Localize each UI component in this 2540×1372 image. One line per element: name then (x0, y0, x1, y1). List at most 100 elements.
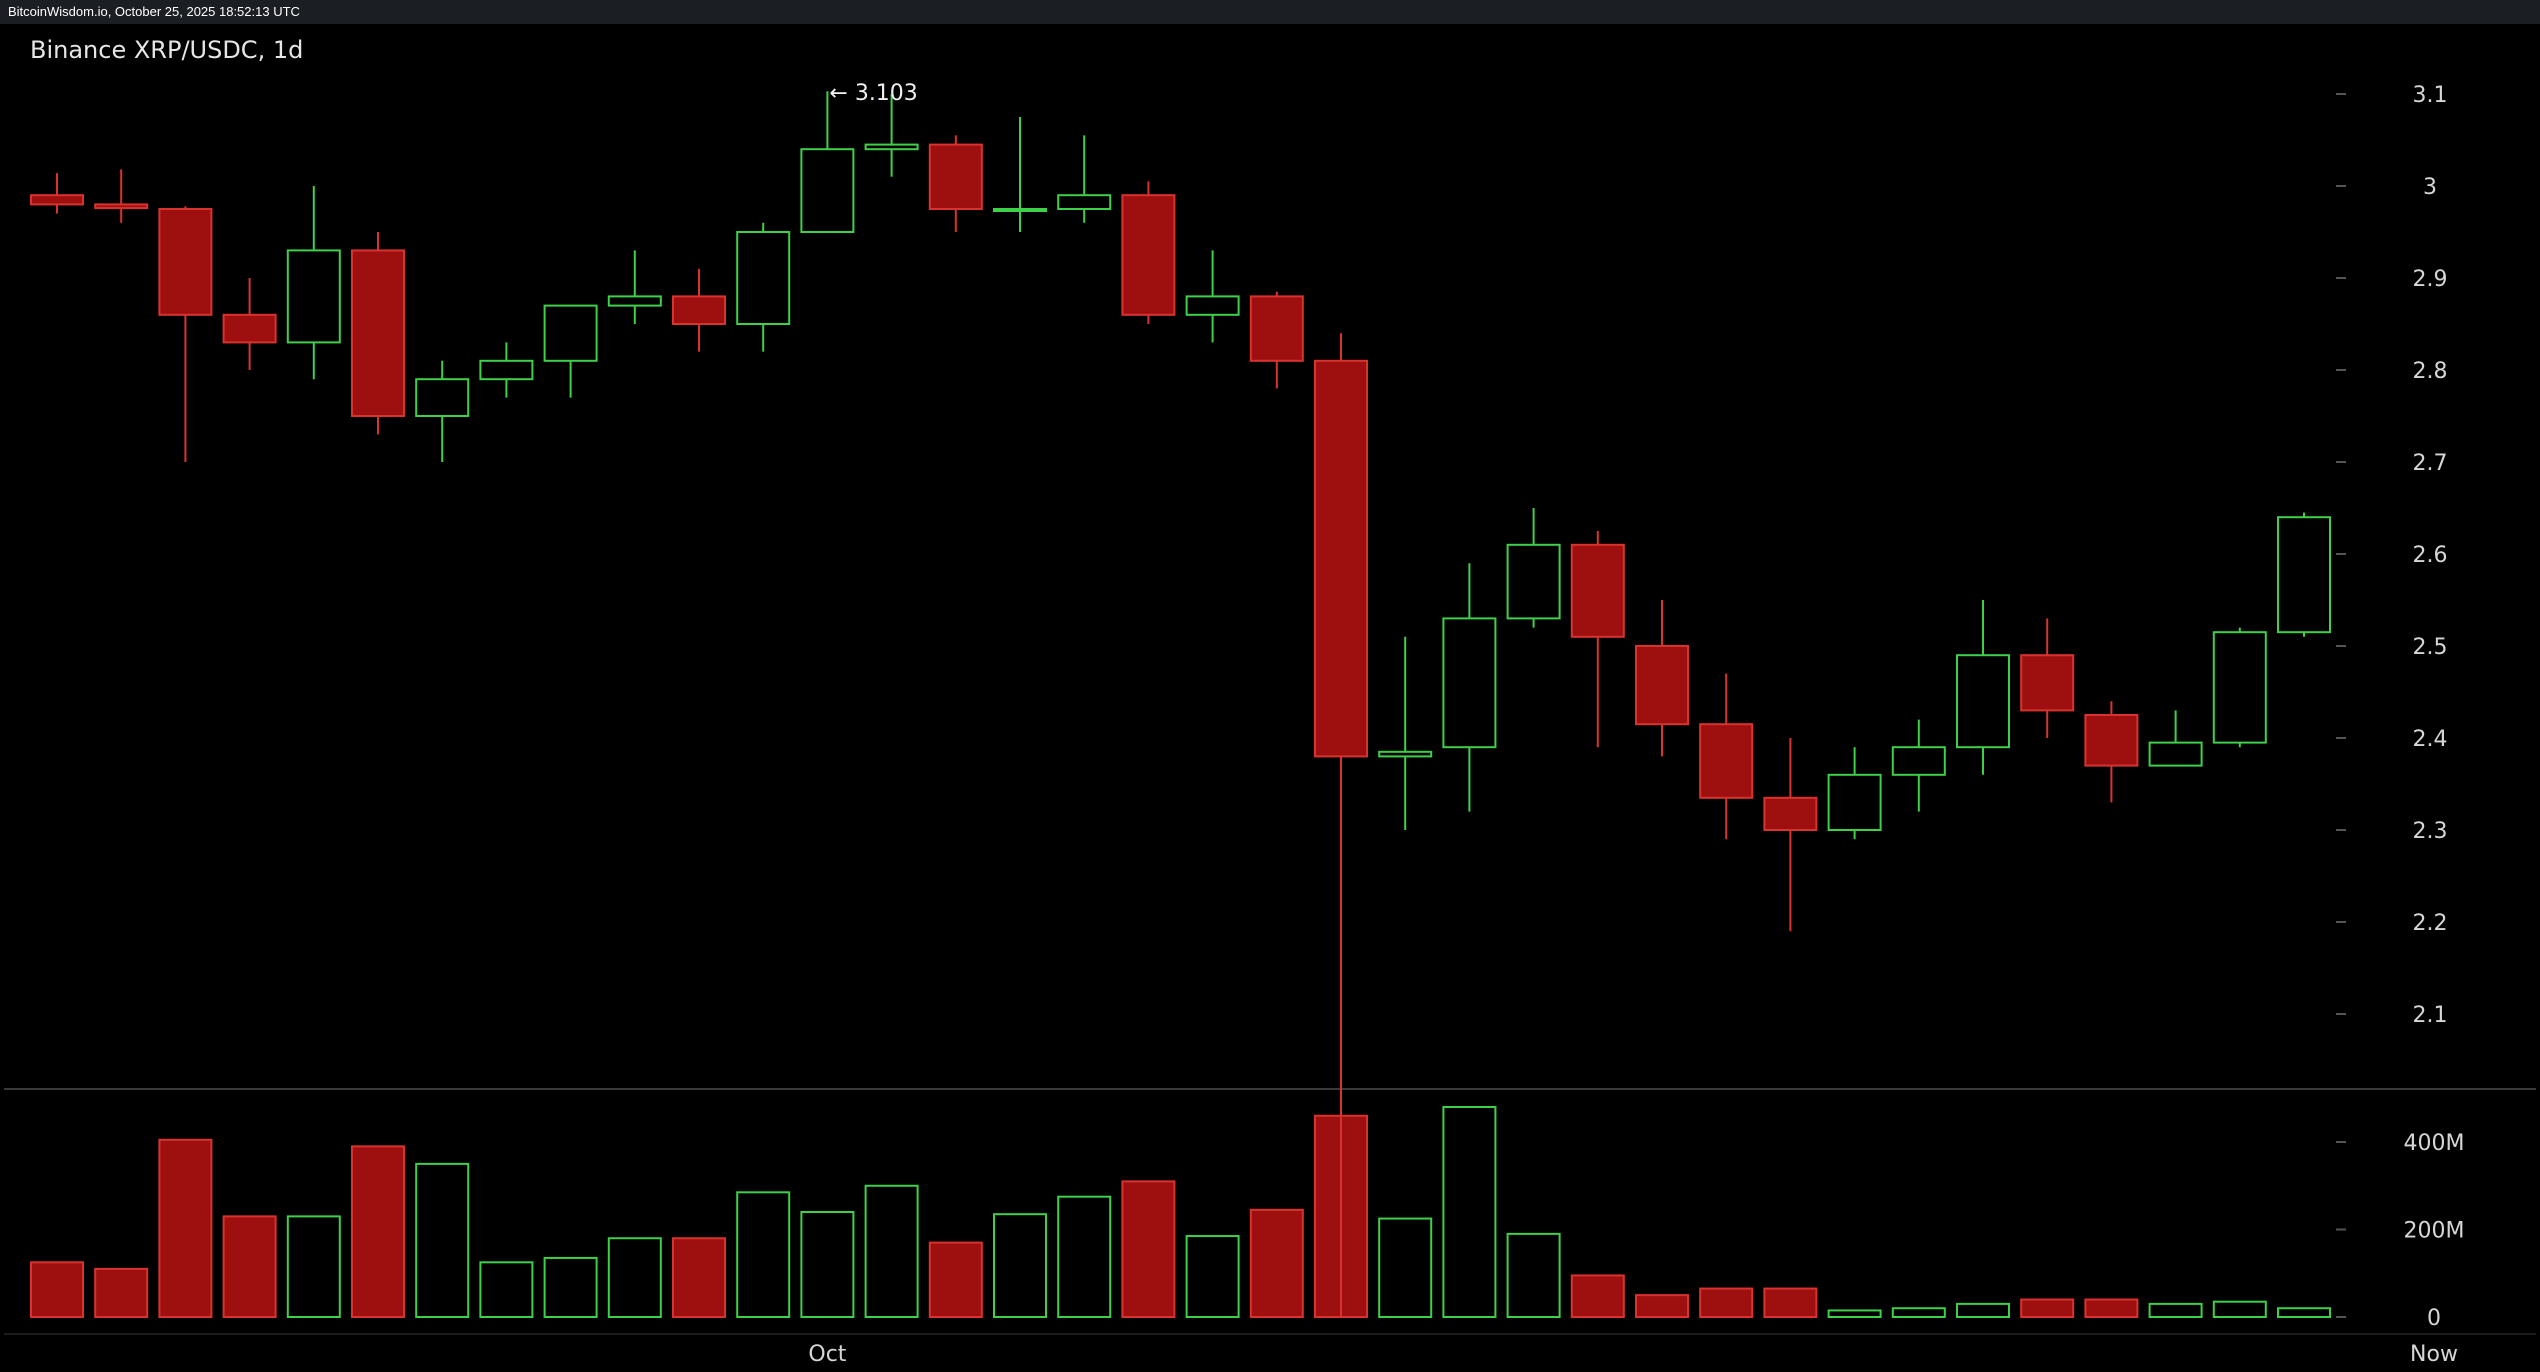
candle-body (1442, 617, 1497, 749)
candle-body (1249, 295, 1304, 362)
candle (736, 222, 791, 352)
candle-body (1185, 295, 1240, 316)
candle (286, 186, 341, 380)
candle (1506, 508, 1561, 628)
candle-body (543, 304, 598, 362)
candle-body (2277, 516, 2331, 634)
candle-body (1891, 746, 1946, 776)
price-tick-label: 2.3 (2413, 819, 2448, 844)
candle (2020, 618, 2075, 738)
candle-body (1699, 723, 1754, 799)
volume-bar (415, 1162, 470, 1318)
candle (928, 135, 983, 232)
candle (1699, 673, 1754, 840)
volume-bar (1506, 1232, 1561, 1318)
candle-body (2020, 654, 2075, 712)
candle-body (1378, 750, 1433, 758)
candle-body (158, 208, 213, 316)
price-tick-label: 2.6 (2413, 543, 2448, 568)
volume-bar (351, 1145, 405, 1318)
candle (351, 232, 405, 435)
candle-body (2212, 631, 2267, 744)
candle-body (351, 249, 405, 417)
candle (1570, 531, 1625, 748)
volume-bar (1378, 1217, 1433, 1318)
candle (479, 342, 534, 398)
volume-bar (736, 1191, 791, 1318)
chart-annotations: ← 3.103 (829, 81, 917, 106)
volume-tick-label: 200M (2404, 1219, 2465, 1244)
candle (1121, 181, 1176, 324)
candle (1314, 333, 1368, 1318)
candle-body (1635, 645, 1689, 726)
candle (1057, 135, 1112, 223)
candle (1378, 636, 1433, 830)
candle (415, 360, 470, 462)
candle-body (415, 378, 470, 418)
volume-tick-label: 400M (2404, 1131, 2465, 1156)
candle (94, 169, 149, 223)
candle (1891, 719, 1946, 812)
volume-bar (158, 1138, 213, 1318)
chart-title: Binance XRP/USDC, 1d (30, 36, 303, 64)
volume-bar (479, 1261, 534, 1318)
price-tick-label: 2.1 (2413, 1003, 2448, 1028)
volume-bar (2084, 1298, 2139, 1318)
volume-bar (993, 1213, 1047, 1318)
volume-bar (2277, 1307, 2331, 1318)
price-tick-label: 2.5 (2413, 635, 2448, 660)
volume-bar (2212, 1300, 2267, 1318)
candle-body (1506, 543, 1561, 620)
volume-bar (1121, 1180, 1176, 1318)
candle-body (1057, 194, 1112, 210)
price-tick-label: 2.4 (2413, 727, 2448, 752)
price-tick-label: 2.8 (2413, 359, 2448, 384)
volume-bar (1763, 1287, 1818, 1318)
candle-body (607, 295, 662, 307)
volume-bar (1891, 1307, 1946, 1318)
candle (1956, 600, 2010, 775)
candle-body (672, 295, 726, 325)
candle-body (2084, 714, 2139, 767)
volume-bar (1956, 1302, 2010, 1318)
volume-bar (1057, 1195, 1112, 1318)
candle-body (286, 249, 341, 344)
volume-bar (2020, 1298, 2075, 1318)
candle-body (736, 231, 791, 325)
price-tick-label: 2.2 (2413, 911, 2448, 936)
price-candles (30, 91, 2331, 1318)
candle (30, 173, 84, 214)
candle-body (1956, 654, 2010, 749)
candle-body (1121, 194, 1176, 316)
time-tick-label: Oct (808, 1342, 846, 1367)
volume-bar (1570, 1274, 1625, 1318)
volume-bar (543, 1256, 598, 1318)
volume-bar (928, 1241, 983, 1318)
candle-body (94, 203, 149, 210)
time-axis: Oct Now (808, 1342, 2458, 1367)
header-caption: BitcoinWisdom.io, October 25, 2025 18:52… (8, 4, 300, 19)
high-annotation: ← 3.103 (829, 81, 917, 106)
candle-body (1314, 359, 1368, 758)
volume-bar (1442, 1106, 1497, 1318)
candle-body (1827, 773, 1882, 831)
candle-body (30, 194, 84, 206)
volume-bar (1635, 1294, 1689, 1318)
candle-body (928, 143, 983, 210)
volume-bar (800, 1211, 855, 1318)
volume-bar (1185, 1235, 1240, 1318)
candle (1635, 600, 1689, 757)
candle (1442, 563, 1497, 812)
volume-axis: 400M 200M 0 (2336, 1131, 2464, 1331)
price-axis: 3.1 3 2.9 2.8 2.7 2.6 2.5 2.4 2.3 2.2 2.1 (2336, 83, 2448, 1028)
candle-body (864, 143, 919, 151)
volume-bar (864, 1184, 919, 1318)
time-tick-label: Now (2410, 1342, 2458, 1367)
volume-bars (30, 1106, 2331, 1318)
volume-tick-label: 0 (2427, 1306, 2441, 1331)
candle (2277, 512, 2331, 637)
candle-body (800, 148, 855, 233)
candle (222, 278, 277, 370)
price-tick-label: 3.1 (2413, 83, 2448, 108)
candle (1249, 291, 1304, 389)
